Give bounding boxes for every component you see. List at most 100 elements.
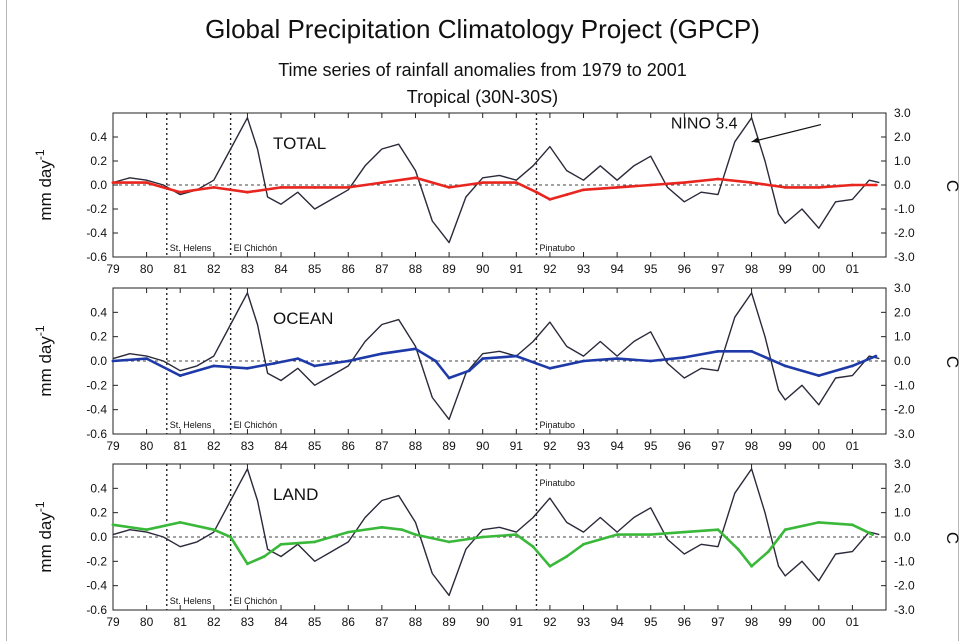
ocean-x-tick-label: 96 — [678, 439, 692, 453]
ocean-anomaly-point — [178, 374, 182, 377]
total-x-tick-label: 80 — [140, 262, 154, 276]
land-x-tick-label: 80 — [140, 615, 154, 629]
land-y-tick-label: -0.6 — [86, 603, 107, 617]
total-anomaly-point — [514, 181, 518, 185]
ocean-anomaly-point — [682, 356, 686, 359]
ocean-event-label: Pinatubo — [539, 420, 575, 430]
land-anomaly-point — [400, 528, 404, 532]
total-x-tick-label: 83 — [241, 262, 255, 276]
ocean-anomaly-point — [296, 357, 300, 360]
ocean-x-tick-label: 93 — [577, 439, 591, 453]
land-anomaly-point — [145, 528, 149, 532]
total-x-tick-label: 87 — [375, 262, 389, 276]
land-x-tick-label: 96 — [678, 615, 692, 629]
land-anomaly-point — [111, 523, 115, 527]
total-x-tick-label: 84 — [274, 262, 288, 276]
total-anomaly-point — [380, 181, 384, 185]
total-y-axis-label: mm day-1 — [33, 149, 55, 220]
land-anomaly-point — [750, 564, 753, 568]
total-x-tick-label: 99 — [778, 262, 792, 276]
ocean-anomaly-point — [380, 352, 384, 356]
ocean-panel-label: OCEAN — [273, 309, 333, 328]
land-anomaly-point — [871, 533, 874, 536]
land-anomaly-point — [615, 533, 619, 536]
total-y2-tick-label: 1.0 — [894, 154, 911, 168]
land-x-tick-label: 84 — [274, 615, 288, 629]
ocean-anomaly-point — [313, 364, 317, 368]
land-x-tick-label: 01 — [846, 615, 860, 629]
land-anomaly-point — [716, 528, 720, 532]
land-x-tick-label: 86 — [342, 615, 356, 629]
total-anomaly-point — [649, 183, 653, 187]
land-y-tick-label: -0.2 — [86, 554, 107, 568]
ocean-y2-tick-label: -3.0 — [894, 427, 915, 441]
ocean-anomaly-point — [716, 349, 720, 353]
land-anomaly-point — [279, 542, 283, 546]
ocean-anomaly-line — [111, 347, 878, 380]
total-anomaly-point — [565, 193, 569, 197]
total-anomaly-point — [582, 188, 585, 192]
ocean-y2-axis-label: C — [943, 356, 962, 368]
land-y-tick-label: 0.4 — [90, 481, 107, 495]
total-anomaly-point — [279, 186, 283, 189]
total-x-tick-label: 01 — [846, 262, 860, 276]
total-annotation-arrow-head — [751, 137, 760, 143]
total-x-tick-label: 79 — [106, 262, 120, 276]
land-anomaly-point — [736, 547, 740, 551]
ocean-y-axis-label-unit: mm day — [36, 336, 55, 397]
land-y2-axis-label: C — [943, 532, 962, 544]
ocean-anomaly-point — [851, 364, 854, 368]
land-anomaly-point — [548, 564, 552, 568]
land-anomaly-point — [531, 545, 535, 549]
ocean-x-tick-label: 01 — [846, 439, 860, 453]
land-anomaly-point — [682, 530, 686, 534]
total-anomaly-line — [111, 176, 878, 201]
land-x-tick-label: 93 — [577, 615, 591, 629]
ocean-anomaly-point — [414, 347, 417, 351]
total-anomaly-point — [750, 181, 753, 185]
ocean-x-tick-label: 94 — [610, 439, 624, 453]
total-anomaly-point — [817, 186, 821, 189]
total-y-tick-label: -0.4 — [86, 226, 107, 240]
chart-title: Global Precipitation Climatology Project… — [205, 14, 760, 44]
total-y-tick-label: 0.4 — [90, 130, 107, 144]
land-panel-label: LAND — [273, 485, 318, 504]
total-anomaly-point — [682, 181, 686, 185]
ocean-x-tick-label: 84 — [274, 439, 288, 453]
land-y2-tick-label: 0.0 — [894, 530, 911, 544]
land-x-tick-label: 98 — [745, 615, 759, 629]
ocean-x-tick-label: 95 — [644, 439, 658, 453]
land-event-label: Pinatubo — [539, 478, 575, 488]
ocean-anomaly-point — [111, 359, 115, 363]
ocean-y2-tick-label: 3.0 — [894, 281, 911, 295]
ocean-y-tick-label: 0.2 — [90, 330, 107, 344]
ocean-anomaly-point — [874, 354, 878, 358]
ocean-y-axis-label-exponent: -1 — [33, 325, 47, 336]
total-y2-tick-label: -3.0 — [894, 250, 915, 264]
ocean-y-axis-label: mm day-1 — [33, 325, 55, 396]
land-x-tick-label: 90 — [476, 615, 490, 629]
ocean-y2-tick-label: -1.0 — [894, 378, 915, 392]
land-anomaly-point — [262, 555, 266, 558]
land-x-tick-label: 87 — [375, 615, 389, 629]
total-event-label: St. Helens — [170, 243, 212, 253]
ocean-anomaly-point — [467, 369, 471, 373]
total-annotation-arrow-shaft — [751, 124, 822, 143]
land-anomaly-point — [380, 525, 384, 529]
ocean-x-tick-label: 92 — [543, 439, 557, 453]
total-x-tick-label: 92 — [543, 262, 557, 276]
total-x-tick-label: 93 — [577, 262, 591, 276]
total-anomaly-point — [313, 186, 317, 189]
ocean-anomaly-point — [481, 357, 485, 360]
total-y-tick-label: -0.2 — [86, 202, 107, 216]
total-anomaly-point — [851, 183, 854, 187]
ocean-x-tick-label: 83 — [241, 439, 255, 453]
land-event-label: El Chichón — [234, 596, 278, 606]
land-x-tick-label: 95 — [644, 615, 658, 629]
ocean-y-tick-label: -0.2 — [86, 378, 107, 392]
ocean-y2-tick-label: 0.0 — [894, 354, 911, 368]
ocean-anomaly-point — [649, 359, 653, 363]
ocean-anomaly-point — [346, 359, 350, 363]
ocean-x-tick-label: 98 — [745, 439, 759, 453]
